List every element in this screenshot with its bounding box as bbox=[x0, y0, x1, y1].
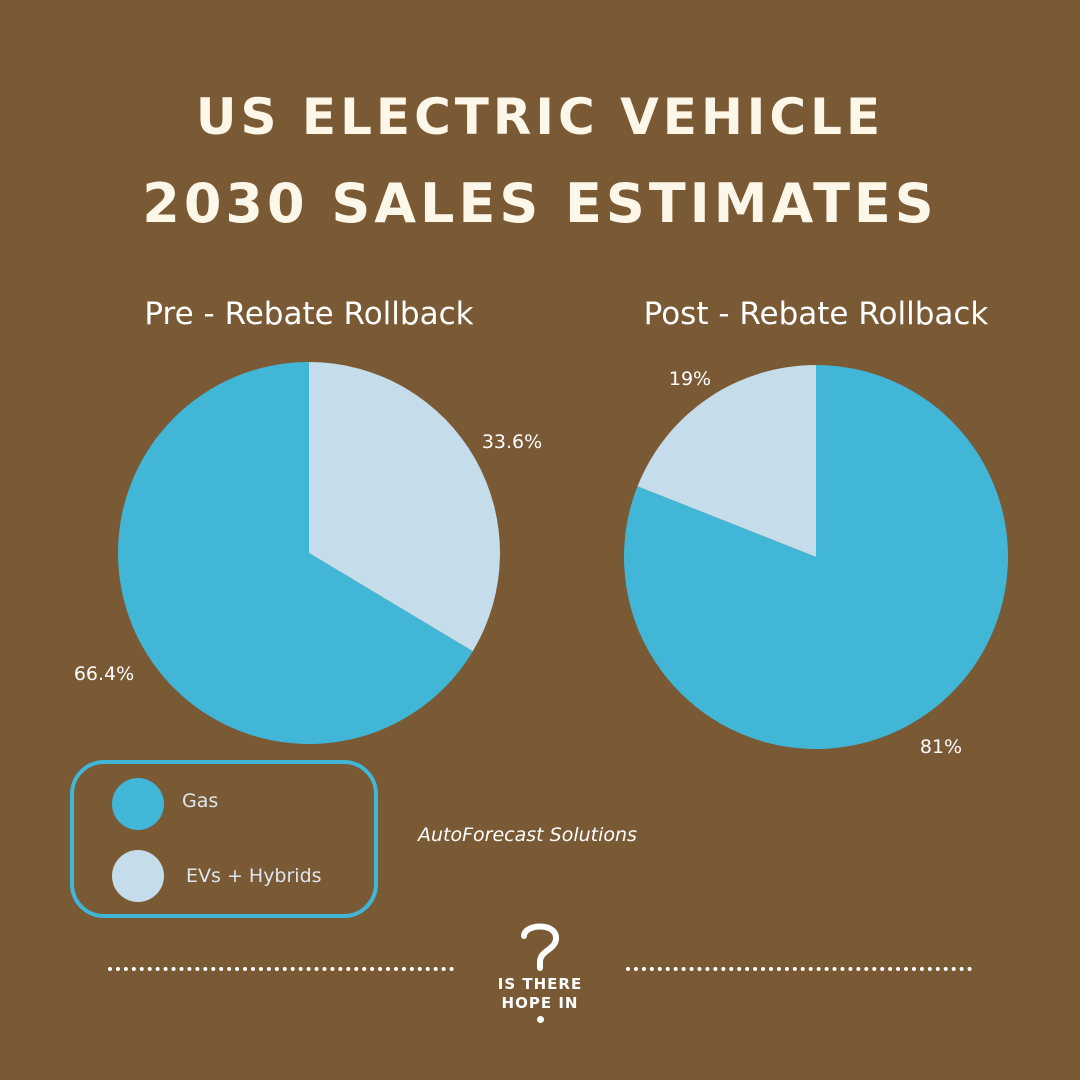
pie-slice-evs-hybrids bbox=[309, 362, 500, 652]
page-title-line-1: US ELECTRIC VEHICLE bbox=[195, 88, 885, 146]
pie-label-post-gas: 81% bbox=[920, 736, 962, 758]
source-credit: AutoForecast Solutions bbox=[418, 824, 637, 846]
pie-slice-gas bbox=[623, 365, 1008, 749]
legend-label-evs-hybrids: EVs + Hybrids bbox=[186, 865, 322, 887]
pie-label-pre-gas: 66.4% bbox=[74, 663, 134, 685]
pie-label-post-evs: 19% bbox=[669, 368, 711, 390]
pie-chart-pre-rebate bbox=[117, 362, 500, 745]
pie-slice-evs-hybrids bbox=[637, 365, 816, 557]
chart-title-post-rebate: Post - Rebate Rollback bbox=[643, 296, 989, 332]
pie-slice-gas bbox=[117, 362, 473, 745]
legend-swatch-evs-hybrids bbox=[112, 850, 164, 902]
legend: Gas EVs + Hybrids bbox=[70, 760, 378, 918]
legend-swatch-gas bbox=[112, 778, 164, 830]
dotted-divider-right bbox=[626, 967, 972, 971]
question-mark-icon bbox=[521, 923, 560, 971]
page-title-line-2: 2030 SALES ESTIMATES bbox=[142, 172, 938, 235]
pie-label-pre-evs: 33.6% bbox=[482, 431, 542, 453]
chart-title-pre-rebate: Pre - Rebate Rollback bbox=[144, 296, 474, 332]
pie-chart-post-rebate bbox=[623, 365, 1008, 749]
logo-text-line-2: HOPE IN bbox=[501, 994, 579, 1012]
logo-dot bbox=[537, 1016, 544, 1023]
legend-label-gas: Gas bbox=[182, 790, 219, 812]
dotted-divider-left bbox=[108, 967, 454, 971]
logo-text-line-1: IS THERE bbox=[497, 975, 583, 993]
